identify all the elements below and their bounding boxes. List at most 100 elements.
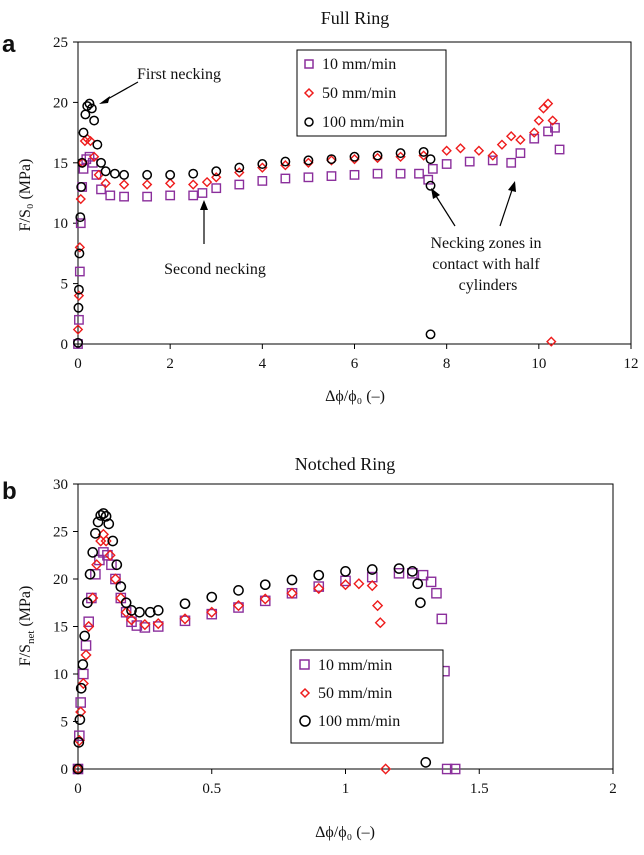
chart-a-point-10-mm-min [211, 183, 222, 194]
chart-b-point-100-mm-min [134, 606, 145, 618]
annotation-necking-zones: Necking zones in contact with half cylin… [430, 235, 545, 294]
chart-b-y-axis-label-sub: net [25, 631, 37, 644]
y-tick-label: 5 [61, 277, 69, 293]
chart-b-y-axis-label-main: F/S [17, 644, 34, 666]
x-tick-label: 4 [259, 356, 267, 372]
chart-a-point-10-mm-min [550, 122, 560, 133]
chart-b-point-50-mm-min [380, 763, 392, 775]
chart-a-point-10-mm-min [84, 151, 95, 162]
chart-b-point-50-mm-min [80, 649, 92, 661]
panel-a: a Full Ring 0 2 4 6 8 10 12 0 5 10 15 20 25 Δϕ/ϕ₀ (… [2, 8, 639, 405]
chart-a-point-100-mm-min [77, 157, 88, 168]
x-tick-label: 0.5 [202, 781, 221, 797]
chart-a-point-10-mm-min [105, 190, 116, 201]
chart-b-point-50-mm-min [374, 617, 386, 629]
chart-b-point-50-mm-min [109, 573, 122, 585]
chart-a-point-100-mm-min [84, 98, 95, 109]
chart-a-point-10-mm-min [234, 179, 245, 190]
chart-a-point-50-mm-min [73, 290, 85, 301]
chart-b-point-50-mm-min [232, 600, 245, 612]
chart-a-point-10-mm-min [529, 133, 540, 144]
chart-b-point-100-mm-min [74, 714, 86, 725]
chart-b-point-10-mm-min [74, 730, 85, 742]
x-tick-label: 1.5 [470, 781, 489, 797]
y-tick-label: 30 [53, 477, 68, 493]
arrowhead-second-necking [200, 200, 208, 210]
chart-a-point-100-mm-min [425, 329, 436, 340]
x-tick-label: 0 [74, 356, 82, 372]
chart-a-point-50-mm-min [505, 131, 517, 142]
arrow-first-necking [105, 81, 139, 101]
chart-b-point-100-mm-min [366, 564, 378, 575]
chart-a-point-10-mm-min [303, 172, 314, 183]
legend-a-label-50: 50 mm/min [322, 85, 396, 102]
chart-a-point-50-mm-min [85, 135, 96, 147]
chart-b-point-10-mm-min [393, 568, 405, 579]
chart-b-point-100-mm-min [415, 597, 426, 609]
chart-b-point-50-mm-min [179, 613, 191, 625]
arrow-necking-zone-left [435, 195, 456, 227]
chart-a-point-100-mm-min [425, 154, 436, 165]
legend-a-marker-10 [304, 59, 314, 69]
chart-a-point-50-mm-min [74, 242, 86, 253]
chart-a-point-50-mm-min [141, 179, 153, 190]
chart-a-point-10-mm-min [326, 171, 337, 181]
chart-b-point-50-mm-min [104, 549, 116, 561]
chart-a-point-100-mm-min [78, 127, 89, 138]
legend-b-marker-100 [299, 715, 311, 727]
chart-a-point-10-mm-min [96, 184, 106, 195]
chart-b-point-100-mm-min [107, 535, 119, 547]
chart-a-point-100-mm-min [86, 103, 97, 114]
annotation-second-necking: Second necking [164, 261, 266, 278]
annotation-necking-zones-line-1: Necking zones in [430, 235, 541, 252]
chart-a-point-50-mm-min [441, 145, 452, 156]
chart-a-point-100-mm-min [257, 159, 268, 169]
chart-a-x-axis-label: Δϕ/ϕ₀ (–) [325, 388, 385, 405]
chart-b-point-10-mm-min [179, 615, 191, 627]
chart-b-point-10-mm-min [436, 613, 448, 625]
chart-b-point-100-mm-min [393, 563, 405, 574]
chart-a-point-10-mm-min [487, 155, 498, 166]
chart-b-y-axis-label-tail: (MPa) [17, 586, 34, 631]
chart-a-point-100-mm-min [211, 166, 222, 177]
legend-a-label-100: 100 mm/min [322, 114, 404, 131]
chart-a-point-10-mm-min [74, 314, 84, 325]
y-tick-label: 15 [53, 156, 68, 172]
chart-b-point-10-mm-min [126, 616, 137, 628]
chart-b-point-50-mm-min [353, 578, 365, 590]
chart-a-point-10-mm-min [515, 148, 526, 159]
chart-a-point-50-mm-min [72, 324, 84, 335]
chart-a-point-10-mm-min [349, 169, 360, 180]
chart-a-point-10-mm-min [75, 218, 86, 229]
chart-a-point-10-mm-min [464, 156, 475, 167]
chart-a-point-100-mm-min [142, 169, 153, 180]
annotation-necking-zones-line-3: cylinders [459, 277, 518, 294]
legend-a-marker-50 [303, 87, 315, 99]
x-tick-label: 2 [609, 781, 617, 797]
chart-a-point-50-mm-min [211, 172, 222, 183]
chart-a-point-50-mm-min [326, 155, 337, 166]
chart-a-point-100-mm-min [96, 157, 106, 168]
chart-b-point-100-mm-min [75, 682, 87, 694]
chart-a-point-50-mm-min [547, 115, 558, 126]
chart-a-point-50-mm-min [533, 115, 545, 126]
chart-b-point-10-mm-min [139, 622, 151, 633]
chart-b-point-50-mm-min [83, 620, 95, 633]
chart-b-point-50-mm-min [152, 618, 164, 630]
chart-b-point-50-mm-min [259, 593, 271, 605]
chart-a-point-50-mm-min [455, 143, 466, 154]
chart-b-point-10-mm-min [80, 640, 92, 651]
chart-b-point-100-mm-min [233, 585, 244, 596]
chart-a-point-50-mm-min [473, 145, 485, 156]
chart-b-point-10-mm-min [313, 581, 325, 592]
chart-a-point-10-mm-min [142, 191, 153, 202]
chart-b-point-100-mm-min [100, 510, 112, 522]
arrow-necking-zone-right [499, 189, 513, 227]
legend-a-marker-100 [304, 117, 314, 127]
chart-b-point-10-mm-min [259, 595, 271, 607]
chart-a-y-ticks: 0 5 10 15 20 25 [53, 35, 78, 353]
chart-a-point-50-mm-min [546, 336, 557, 347]
chart-b-point-100-mm-min [286, 574, 298, 586]
x-tick-label: 1 [342, 781, 350, 797]
chart-b-point-50-mm-min [75, 706, 87, 718]
